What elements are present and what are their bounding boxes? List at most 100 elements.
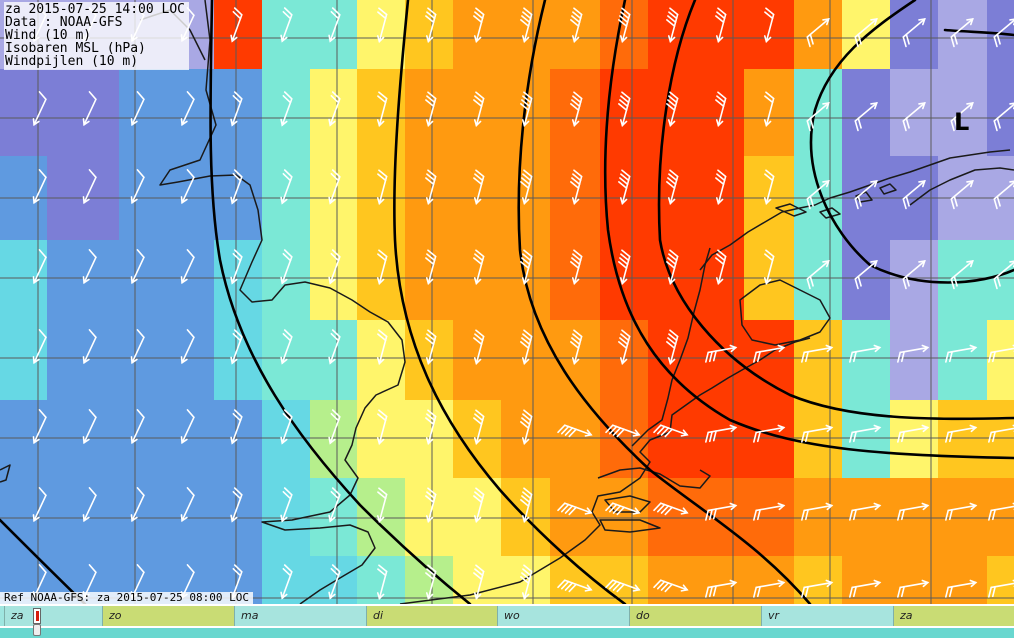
isobar-line [393, 0, 627, 604]
wind-arrow [666, 7, 679, 44]
wind-arrow [376, 91, 388, 128]
wind-arrow [376, 7, 388, 44]
time-cursor-handle[interactable] [33, 608, 41, 636]
wind-arrow [82, 91, 97, 127]
wind-arrow [32, 329, 47, 365]
wind-arrow [473, 7, 485, 44]
hour-strip[interactable] [0, 628, 1014, 638]
day-strip[interactable]: za zo ma di wo do vr za [0, 606, 1014, 626]
wind-arrow [328, 169, 341, 205]
wind-arrow [520, 169, 533, 206]
wind-arrow [902, 260, 926, 290]
wind-arrow [763, 169, 775, 206]
day-segment-0[interactable]: za [4, 606, 102, 626]
wind-arrow [897, 424, 930, 443]
wind-arrow [328, 7, 341, 43]
wind-arrow [473, 249, 485, 286]
coastline-holland [631, 247, 711, 447]
grid-cell [697, 400, 745, 479]
wind-arrow [473, 91, 485, 128]
day-label: za [11, 609, 24, 622]
wind-arrow [180, 487, 195, 523]
day-segment-2[interactable]: ma [234, 606, 366, 626]
wind-arrow [618, 91, 631, 128]
wind-arrow [753, 502, 786, 521]
wind-arrow [854, 180, 878, 210]
day-segment-5[interactable]: do [629, 606, 761, 626]
grid-cell [600, 400, 649, 479]
wind-arrow [425, 409, 437, 446]
grid-cell [842, 240, 891, 321]
wind-arrow [280, 409, 293, 445]
day-segment-4[interactable]: wo [497, 606, 629, 626]
grid-cell [214, 0, 263, 70]
day-label: di [373, 609, 384, 622]
grid-cell [600, 556, 649, 604]
grid-cell [0, 69, 48, 157]
wind-arrow [230, 7, 243, 43]
wind-arrow [801, 579, 834, 598]
grid-cell [938, 69, 988, 157]
wind-arrow [520, 409, 533, 446]
wind-arrow [715, 169, 727, 206]
wind-arrow [618, 249, 631, 286]
wind-arrow [280, 249, 293, 285]
wind-arrow [753, 344, 786, 363]
day-segment-1[interactable]: zo [102, 606, 234, 626]
wind-arrow [130, 169, 145, 205]
wind-arrow [180, 169, 195, 205]
day-segment-6[interactable]: vr [761, 606, 893, 626]
wind-arrow [993, 18, 1014, 48]
grid-cell [550, 69, 601, 157]
isobar-line [943, 28, 1014, 37]
wind-arrow [753, 424, 786, 443]
wind-arrow [715, 91, 727, 128]
day-label: za [900, 609, 913, 622]
wind-arrow [280, 169, 293, 205]
weather-map[interactable]: L [0, 0, 1014, 604]
coastline-ijsselmeer [739, 279, 831, 346]
info-panel: za 2015-07-25 14:00 LOC Data : NOAA-GFS … [4, 2, 190, 70]
wind-arrow [280, 7, 293, 43]
wind-arrow [902, 18, 926, 48]
wind-arrow [230, 409, 243, 445]
wind-arrow [849, 344, 882, 363]
wind-arrow [897, 502, 930, 521]
wind-arrow [473, 564, 485, 601]
wind-speed-grid [0, 0, 1014, 604]
coastline-uk-east [159, 0, 406, 604]
isobar-line [209, 0, 472, 604]
current-time-marker[interactable] [33, 608, 41, 624]
wind-arrow [328, 487, 341, 523]
time-slider[interactable]: za zo ma di wo do vr za [0, 604, 1014, 640]
coastline-wadden [699, 149, 1011, 271]
wind-arrow [801, 502, 834, 521]
wind-arrow [945, 344, 978, 363]
grid-cell [744, 320, 795, 401]
isobar-line [603, 0, 1014, 460]
wind-arrow [32, 409, 47, 445]
low-pressure-label: L [954, 108, 969, 136]
grid-cell [890, 320, 939, 401]
grid-cell [405, 69, 454, 157]
wind-arrow [130, 249, 145, 285]
wind-arrow [230, 487, 243, 523]
day-segment-7[interactable]: za [893, 606, 1014, 626]
grid-cell [890, 69, 939, 157]
slider-knob[interactable] [33, 624, 41, 636]
grid-cell [842, 69, 891, 157]
wind-arrow [130, 329, 145, 365]
grid-cell [890, 400, 939, 479]
wind-arrow [618, 329, 631, 366]
wind-arrow [425, 91, 437, 128]
data-source: Data : NOAA-GFS [5, 15, 123, 30]
wind-arrow [854, 102, 878, 132]
wind-arrow [988, 579, 1014, 598]
grid-cell [648, 400, 698, 479]
day-segment-3[interactable]: di [366, 606, 497, 626]
wind-arrow [473, 409, 485, 446]
wind-arrow [230, 91, 243, 127]
wind-arrow [993, 102, 1014, 132]
wind-arrow [570, 249, 583, 286]
wind-arrow [376, 249, 388, 286]
